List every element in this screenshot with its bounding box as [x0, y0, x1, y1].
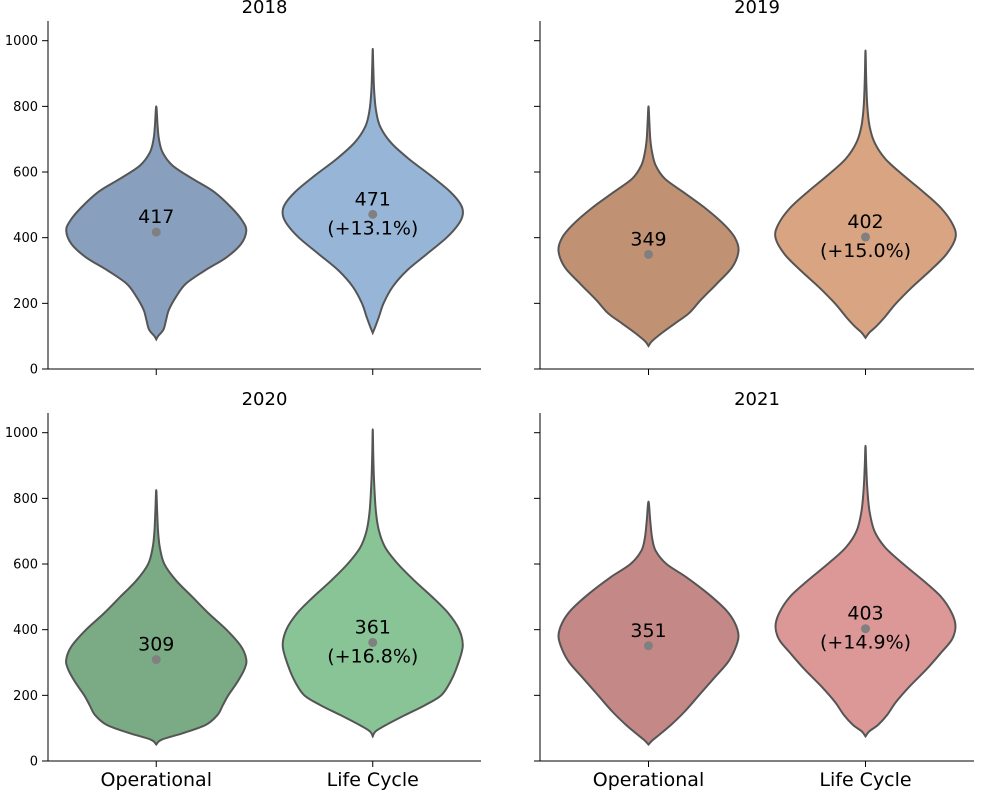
- x-tick-label: Life Cycle: [819, 769, 911, 791]
- subplot-title: 2020: [242, 389, 288, 410]
- violin-life-cycle: [774, 49, 957, 340]
- mean-point: [368, 209, 378, 219]
- mean-label: 402: [847, 211, 883, 233]
- violin-operational: [65, 489, 248, 746]
- change-label: (+15.0%): [820, 240, 911, 262]
- violin-life-cycle: [281, 47, 464, 336]
- mean-point: [861, 232, 870, 242]
- mean-label: 361: [355, 616, 391, 638]
- y-tick-label: 1000: [5, 426, 38, 441]
- change-label: (+16.8%): [327, 645, 418, 667]
- violin-life-cycle: [281, 428, 464, 739]
- x-tick-label: Operational: [101, 769, 212, 791]
- y-tick-label: 400: [13, 231, 38, 246]
- x-tick-label: Operational: [593, 769, 704, 791]
- mean-point: [861, 624, 870, 634]
- mean-label: 471: [355, 188, 391, 210]
- y-tick-label: 600: [13, 166, 38, 181]
- y-tick-label: 800: [13, 100, 38, 115]
- subplot-2021: 2021 Operational 351 Life Cycle 403 (+14.9%): [534, 389, 974, 791]
- y-tick-label: 200: [13, 297, 38, 312]
- mean-point: [151, 227, 161, 237]
- subplot-2019: 2019 349 402 (+15.0%): [534, 0, 974, 375]
- y-tick-label: 400: [13, 623, 38, 638]
- mean-label: 349: [630, 228, 666, 250]
- y-tick-label: 800: [13, 492, 38, 507]
- mean-label: 351: [630, 620, 666, 642]
- mean-point: [644, 641, 653, 651]
- change-label: (+14.9%): [820, 632, 911, 654]
- subplot-title: 2021: [734, 389, 780, 410]
- violin-operational: [65, 105, 248, 342]
- x-tick-label: Life Cycle: [327, 769, 419, 791]
- change-label: (+13.1%): [327, 217, 418, 239]
- mean-point: [151, 655, 161, 665]
- y-tick-label: 1000: [5, 34, 38, 49]
- subplot-title: 2018: [242, 0, 288, 18]
- mean-label: 403: [847, 603, 883, 625]
- mean-label: 309: [138, 634, 174, 656]
- y-tick-label: 0: [30, 755, 38, 770]
- subplot-2020: 2020 0 200 400 600 800 1000 Operational 309 Life …: [5, 389, 481, 791]
- mean-point: [644, 249, 653, 259]
- mean-label: 417: [138, 206, 174, 228]
- subplot-2018: 2018 0 200 400 600 800 1000 417 471 (+13.1%): [5, 0, 481, 378]
- mean-point: [368, 637, 378, 647]
- y-tick-label: 600: [13, 558, 38, 573]
- violin-operational: [557, 105, 740, 348]
- subplot-title: 2019: [734, 0, 780, 18]
- y-tick-label: 0: [30, 363, 38, 378]
- violin-operational: [557, 500, 740, 747]
- violin-life-cycle: [774, 444, 957, 739]
- y-tick-label: 200: [13, 689, 38, 704]
